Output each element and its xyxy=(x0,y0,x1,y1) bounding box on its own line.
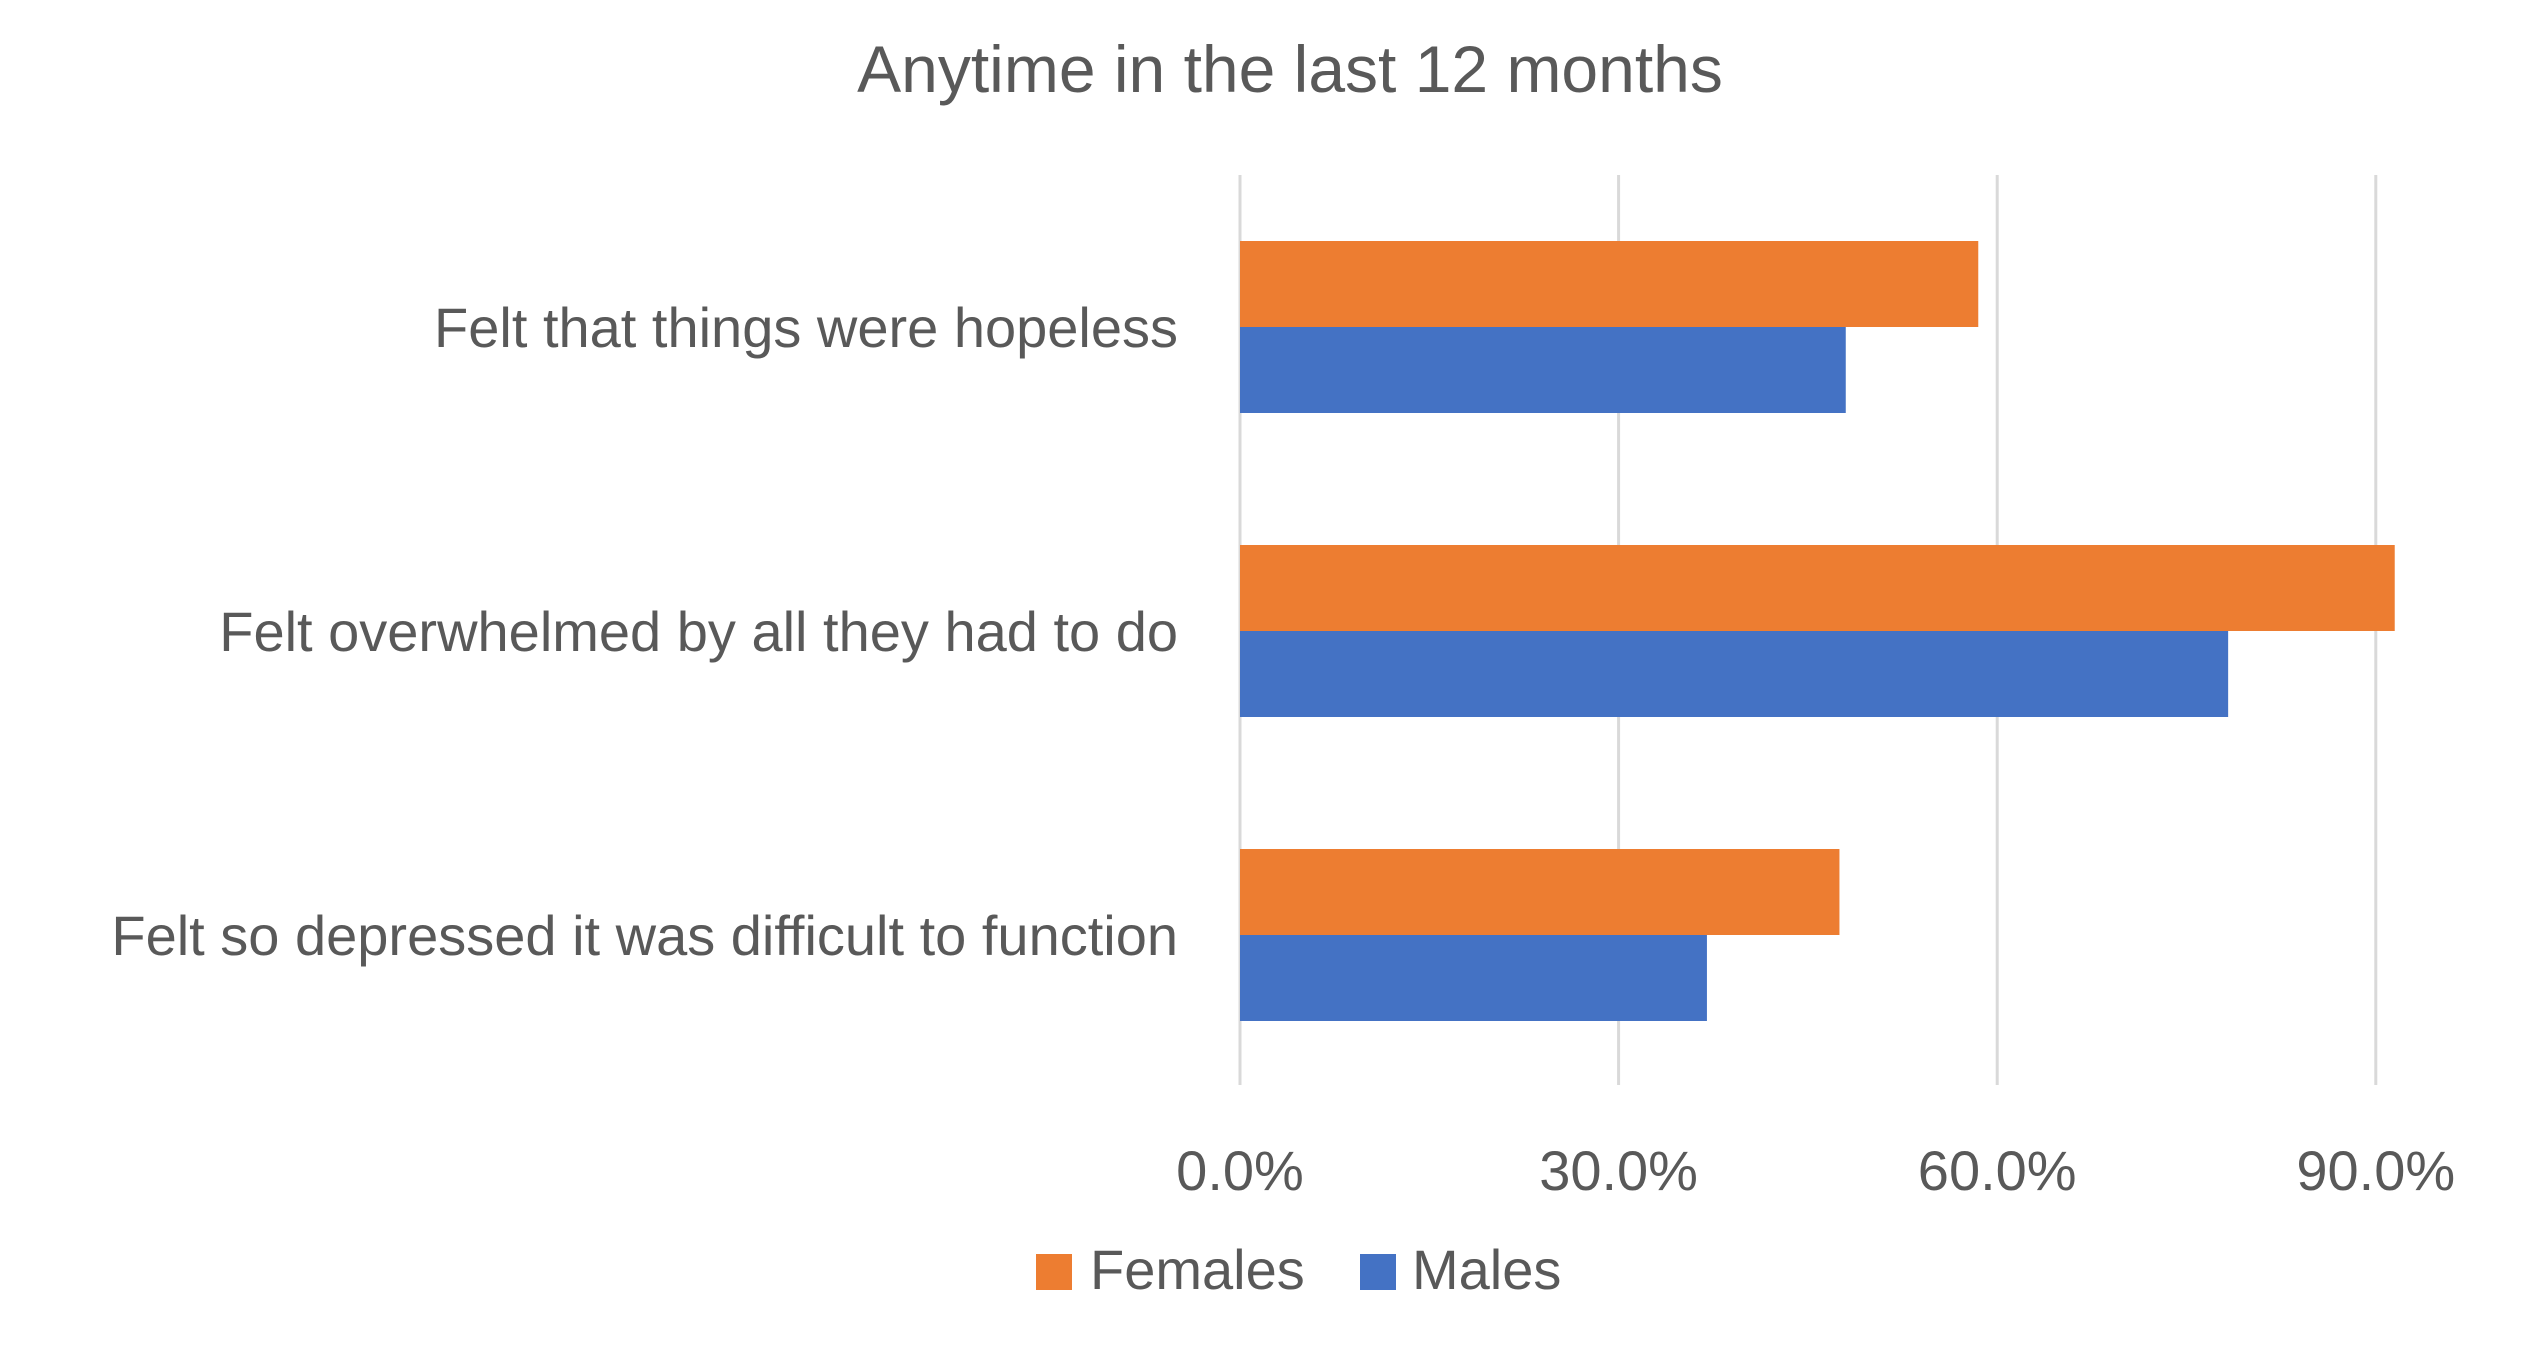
bar-females-3 xyxy=(1240,849,1840,935)
bars xyxy=(1240,241,2395,1021)
category-label-2: Felt overwhelmed by all they had to do xyxy=(219,600,1178,663)
x-tick-label-30: 30.0% xyxy=(1539,1139,1698,1202)
legend-swatch-females xyxy=(1036,1254,1072,1290)
x-axis-tick-labels: 0.0% 30.0% 60.0% 90.0% xyxy=(1176,1139,2455,1202)
chart-title: Anytime in the last 12 months xyxy=(857,32,1723,106)
bar-males-3 xyxy=(1240,935,1707,1021)
bar-males-1 xyxy=(1240,327,1846,413)
legend: Females Males xyxy=(1036,1238,1561,1301)
bar-females-1 xyxy=(1240,241,1979,327)
legend-label-males: Males xyxy=(1412,1238,1561,1301)
legend-swatch-males xyxy=(1360,1254,1396,1290)
x-tick-label-60: 60.0% xyxy=(1918,1139,2077,1202)
legend-label-females: Females xyxy=(1090,1238,1305,1301)
bar-females-2 xyxy=(1240,545,2395,631)
category-label-1: Felt that things were hopeless xyxy=(434,296,1178,359)
x-tick-label-0: 0.0% xyxy=(1176,1139,1304,1202)
bar-males-2 xyxy=(1240,631,2229,717)
category-labels: Felt that things were hopeless Felt overw… xyxy=(111,296,1178,967)
category-label-3: Felt so depressed it was difficult to fu… xyxy=(111,904,1178,967)
x-tick-label-90: 90.0% xyxy=(2296,1139,2455,1202)
